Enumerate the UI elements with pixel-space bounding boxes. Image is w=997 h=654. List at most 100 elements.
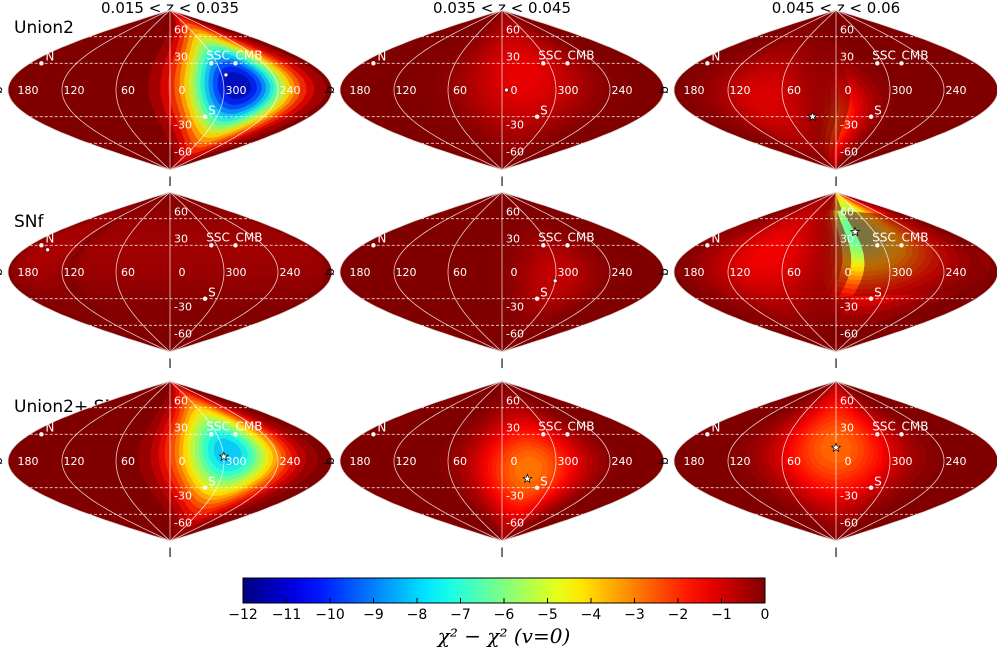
direction-marker xyxy=(202,296,208,301)
direction-marker-label: S xyxy=(874,475,882,489)
axis-label-b: b xyxy=(323,268,337,276)
lon-tick-label: 300 xyxy=(558,84,579,97)
lat-tick-label: 30 xyxy=(506,50,520,63)
graticule xyxy=(29,192,311,352)
best-fit-dot xyxy=(223,72,229,78)
direction-marker-label: SSC xyxy=(872,419,896,433)
direction-marker-label: N xyxy=(377,420,386,434)
lon-tick-label: 60 xyxy=(787,455,801,468)
lat-tick-label: 60 xyxy=(174,395,188,408)
lon-tick-label: 180 xyxy=(684,455,705,468)
direction-marker-label: N xyxy=(711,420,720,434)
direction-marker-label: SSC xyxy=(872,48,896,62)
direction-marker-label: S xyxy=(208,286,216,300)
graticule xyxy=(361,381,643,541)
axis-label-b: b xyxy=(0,86,5,94)
direction-marker-label: S xyxy=(874,104,882,118)
direction-marker-label: SSC xyxy=(206,230,230,244)
lon-tick-label: 240 xyxy=(946,266,967,279)
axis-label-l: l xyxy=(168,357,171,371)
direction-marker xyxy=(868,114,874,119)
axis-label-l: l xyxy=(500,175,503,189)
lon-tick-label: 300 xyxy=(558,266,579,279)
lat-tick-label: -30 xyxy=(840,301,858,314)
lat-tick-label: 30 xyxy=(174,232,188,245)
lat-tick-label: -60 xyxy=(840,145,858,158)
graticule xyxy=(361,192,643,352)
contour-level xyxy=(508,61,540,92)
contour-level xyxy=(515,456,543,484)
direction-marker xyxy=(371,61,376,66)
sky-map-panel: 180 120 60 0 300 240 60 30 -30 -60 b l N S SSC CMB xyxy=(0,9,333,189)
direction-marker xyxy=(868,296,874,301)
direction-marker xyxy=(899,61,904,66)
lon-tick-label: 240 xyxy=(280,84,301,97)
direction-marker-label: CMB xyxy=(235,48,262,62)
meridian-line xyxy=(835,10,945,170)
lat-tick-label: 30 xyxy=(840,232,854,245)
lon-tick-label: 0 xyxy=(511,455,518,468)
lon-tick-label: 300 xyxy=(226,455,247,468)
lon-tick-label: 180 xyxy=(18,84,39,97)
sky-map-panel: 180 120 60 0 300 240 60 30 -30 -60 b l N S SSC CMB xyxy=(323,380,665,560)
lat-tick-label: -60 xyxy=(174,327,192,340)
axis-label-l: l xyxy=(500,546,503,560)
lat-tick-label: -60 xyxy=(174,516,192,529)
colorbar-tick-label: −1 xyxy=(711,607,732,623)
direction-marker xyxy=(39,61,44,66)
colorbar: −12 −11 −10 −9 −8 −7 −6 −5 −4 −3 −2 −1 0 χ² − χ² (v=… xyxy=(228,577,769,648)
direction-marker-label: S xyxy=(208,475,216,489)
colorbar-tick-label: −2 xyxy=(668,607,689,623)
lon-tick-label: 240 xyxy=(946,84,967,97)
lat-tick-label: -30 xyxy=(506,119,524,132)
lon-tick-label: 240 xyxy=(612,266,633,279)
lon-tick-label: 180 xyxy=(684,266,705,279)
lat-tick-label: -30 xyxy=(506,490,524,503)
sky-map-grid: 1801206003002406030-30-60blNSSSCCMB18012… xyxy=(0,9,997,560)
lon-tick-label: 180 xyxy=(350,84,371,97)
lon-tick-label: 240 xyxy=(280,455,301,468)
meridian-line xyxy=(447,192,503,352)
lon-tick-label: 120 xyxy=(396,455,417,468)
direction-marker xyxy=(233,432,238,437)
direction-marker xyxy=(875,432,880,437)
lat-tick-label: -60 xyxy=(840,516,858,529)
lat-tick-label: -60 xyxy=(506,145,524,158)
lon-tick-label: 60 xyxy=(453,455,467,468)
direction-marker-label: CMB xyxy=(901,230,928,244)
graticule xyxy=(695,192,977,352)
lat-tick-label: 60 xyxy=(840,24,854,37)
lat-tick-label: -30 xyxy=(174,490,192,503)
lat-tick-label: -30 xyxy=(174,119,192,132)
lon-tick-label: 300 xyxy=(226,266,247,279)
best-fit-star-icon xyxy=(830,442,842,453)
direction-marker-label: SSC xyxy=(872,230,896,244)
axis-label-l: l xyxy=(168,175,171,189)
colorbar-tick-label: −5 xyxy=(537,607,558,623)
lat-tick-label: 60 xyxy=(506,395,520,408)
meridian-line xyxy=(835,381,945,541)
direction-marker-label: N xyxy=(377,231,386,245)
colorbar-tick-label: −7 xyxy=(450,607,471,623)
lon-tick-label: 120 xyxy=(730,84,751,97)
lon-tick-label: 0 xyxy=(511,266,518,279)
meridian-line xyxy=(835,192,945,352)
direction-marker xyxy=(202,114,208,119)
direction-marker xyxy=(705,61,710,66)
direction-marker-label: CMB xyxy=(567,230,594,244)
direction-marker xyxy=(565,243,570,248)
graticule xyxy=(695,381,977,541)
lon-tick-label: 60 xyxy=(121,455,135,468)
graticule xyxy=(695,10,977,170)
direction-marker-label: N xyxy=(45,231,54,245)
axis-label-b: b xyxy=(0,457,5,465)
contour-level xyxy=(751,86,779,112)
lon-tick-label: 240 xyxy=(612,84,633,97)
sky-map-border xyxy=(339,191,665,353)
lon-tick-label: 300 xyxy=(892,84,913,97)
direction-marker-label: S xyxy=(540,286,548,300)
lat-tick-label: 60 xyxy=(506,24,520,37)
direction-marker-label: CMB xyxy=(235,419,262,433)
lat-tick-label: 60 xyxy=(506,206,520,219)
direction-marker-label: CMB xyxy=(235,230,262,244)
